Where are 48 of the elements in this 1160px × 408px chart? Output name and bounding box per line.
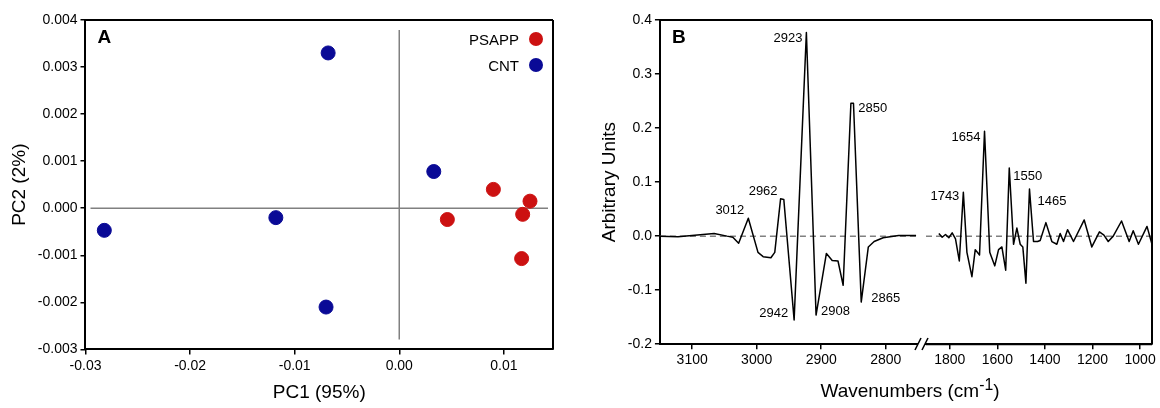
y-tick-label: -0.002: [37, 293, 78, 310]
annotation: A: [97, 25, 112, 47]
annotation: 2850: [858, 99, 888, 115]
x-tick-label: -0.01: [278, 356, 311, 373]
x-axis-title: PC1 (95%): [272, 380, 366, 402]
annotation: B: [671, 25, 686, 47]
annotation: 1465: [1037, 192, 1067, 208]
x-tick-label: 2800: [870, 351, 902, 368]
annotation: 1743: [930, 187, 960, 203]
y-tick-label: 0.0: [632, 226, 653, 243]
x-tick-label: 1200: [1076, 351, 1109, 368]
y-tick-label: -0.1: [627, 281, 653, 298]
annotation: 2908: [821, 302, 850, 318]
y-tick-label: 0.2: [632, 118, 653, 135]
legend-label: CNT: [488, 56, 519, 74]
y-tick-label: 0.3: [632, 64, 653, 81]
y-tick-label: 0.002: [42, 104, 78, 121]
x-tick-label: -0.02: [174, 356, 207, 373]
y-tick-label: 0.001: [42, 152, 78, 169]
y-tick-label: 0.000: [42, 199, 78, 216]
x-tick-label: 1400: [1029, 351, 1061, 368]
x-tick-label: -0.03: [69, 356, 102, 373]
x-tick-label: 1600: [981, 351, 1014, 368]
y-tick-label: -0.2: [627, 335, 653, 352]
y-tick-label: -0.003: [37, 340, 78, 357]
annotation: 1550: [1013, 167, 1043, 183]
annotation: 2942: [759, 305, 789, 321]
annotation: 1654: [951, 128, 981, 144]
y-tick-label: 0.1: [632, 172, 653, 189]
y-tick-label: -0.001: [37, 246, 78, 263]
annotation: 2923: [773, 30, 803, 46]
y-tick-label: 0.4: [632, 10, 653, 27]
x-axis-title: Wavenumbers (cm$^{-1}$): [819, 376, 1001, 403]
x-tick-label: 0.01: [490, 356, 518, 373]
legend-label: PSAPP: [468, 30, 519, 48]
y-tick-label: 0.003: [42, 57, 78, 74]
x-tick-label: 0.00: [385, 356, 414, 373]
x-tick-label: 2900: [805, 351, 837, 368]
x-tick-label: 1000: [1124, 351, 1156, 368]
annotation: 2962: [748, 182, 778, 198]
x-tick-label: 3000: [741, 351, 773, 368]
x-tick-label: 1800: [934, 351, 966, 368]
annotation: 2865: [871, 289, 901, 305]
y-tick-label: 0.004: [42, 10, 78, 27]
y-axis-title: PC2 (2%): [7, 143, 29, 226]
annotation: 3012: [715, 202, 745, 218]
y-axis-title: Arbitrary Units: [597, 121, 619, 243]
x-tick-label: 3100: [676, 351, 708, 368]
